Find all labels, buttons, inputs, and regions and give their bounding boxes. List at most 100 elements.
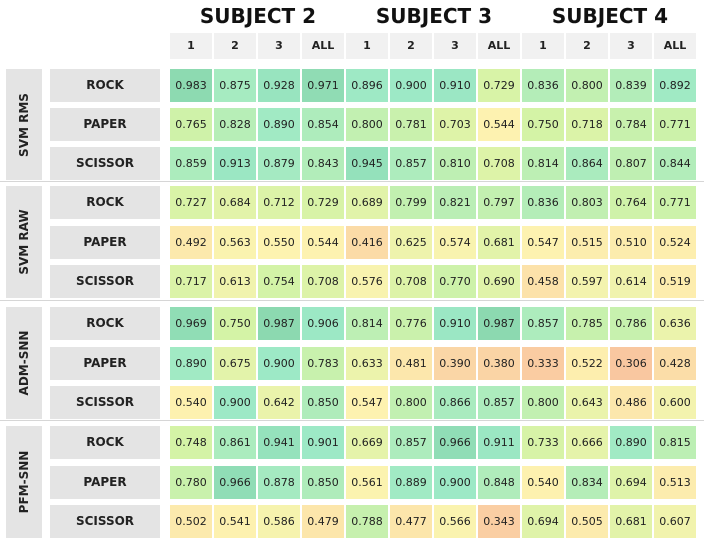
heatmap-cell: 0.666 [566, 426, 608, 459]
row-label: ROCK [50, 307, 160, 340]
heatmap-cell: 0.783 [302, 347, 344, 380]
column-header: ALL [302, 33, 344, 59]
heatmap-cell: 0.675 [214, 347, 256, 380]
column-header: 2 [390, 33, 432, 59]
group-label-box: ADM-SNN [6, 307, 42, 419]
heatmap-cell: 0.515 [566, 226, 608, 259]
heatmap-cell: 0.866 [434, 386, 476, 419]
heatmap-cell: 0.727 [170, 186, 212, 219]
group-label: SVM RMS [17, 92, 31, 157]
heatmap-cell: 0.343 [478, 505, 520, 538]
heatmap-cell: 0.848 [478, 466, 520, 499]
heatmap-cell: 0.614 [610, 265, 652, 298]
heatmap-cell: 0.643 [566, 386, 608, 419]
heatmap-cell: 0.597 [566, 265, 608, 298]
heatmap-cell: 0.828 [214, 108, 256, 141]
heatmap-cell: 0.797 [478, 186, 520, 219]
heatmap-cell: 0.889 [390, 466, 432, 499]
heatmap-cell: 0.544 [302, 226, 344, 259]
heatmap-cell: 0.502 [170, 505, 212, 538]
heatmap-cell: 0.547 [346, 386, 388, 419]
row-label: PAPER [50, 347, 160, 380]
column-header: ALL [478, 33, 520, 59]
heatmap-cell: 0.800 [346, 108, 388, 141]
heatmap-cell: 0.681 [610, 505, 652, 538]
heatmap-cell: 0.681 [478, 226, 520, 259]
heatmap-cell: 0.764 [610, 186, 652, 219]
group-separator [0, 181, 704, 182]
heatmap-cell: 0.771 [654, 108, 696, 141]
heatmap-cell: 0.836 [522, 69, 564, 102]
column-header: 1 [346, 33, 388, 59]
heatmap-cell: 0.733 [522, 426, 564, 459]
heatmap-cell: 0.576 [346, 265, 388, 298]
heatmap-cell: 0.966 [214, 466, 256, 499]
heatmap-cell: 0.910 [434, 307, 476, 340]
heatmap-cell: 0.814 [346, 307, 388, 340]
row-label: SCISSOR [50, 505, 160, 538]
heatmap-cell: 0.633 [346, 347, 388, 380]
heatmap-cell: 0.807 [610, 147, 652, 180]
heatmap-cell: 0.945 [346, 147, 388, 180]
heatmap-cell: 0.586 [258, 505, 300, 538]
heatmap-cell: 0.900 [214, 386, 256, 419]
heatmap-cell: 0.821 [434, 186, 476, 219]
heatmap-cell: 0.857 [390, 147, 432, 180]
row-label: ROCK [50, 69, 160, 102]
heatmap-cell: 0.810 [434, 147, 476, 180]
heatmap-cell: 0.983 [170, 69, 212, 102]
heatmap-cell: 0.910 [434, 69, 476, 102]
heatmap-cell: 0.911 [478, 426, 520, 459]
heatmap-cell: 0.636 [654, 307, 696, 340]
heatmap-cell: 0.879 [258, 147, 300, 180]
column-header: 3 [258, 33, 300, 59]
heatmap-cell: 0.547 [522, 226, 564, 259]
heatmap-cell: 0.890 [170, 347, 212, 380]
subject-title: SUBJECT 3 [375, 4, 493, 28]
heatmap-cell: 0.333 [522, 347, 564, 380]
heatmap-cell: 0.861 [214, 426, 256, 459]
heatmap-cell: 0.522 [566, 347, 608, 380]
heatmap-cell: 0.859 [170, 147, 212, 180]
row-label: PAPER [50, 226, 160, 259]
row-label: ROCK [50, 426, 160, 459]
heatmap-cell: 0.729 [302, 186, 344, 219]
heatmap-cell: 0.708 [302, 265, 344, 298]
heatmap-cell: 0.754 [258, 265, 300, 298]
group-separator [0, 420, 704, 421]
row-label: ROCK [50, 186, 160, 219]
column-header: ALL [654, 33, 696, 59]
heatmap-cell: 0.477 [390, 505, 432, 538]
heatmap-cell: 0.625 [390, 226, 432, 259]
column-header: 2 [214, 33, 256, 59]
heatmap-cell: 0.513 [654, 466, 696, 499]
heatmap-cell: 0.900 [434, 466, 476, 499]
heatmap-cell: 0.878 [258, 466, 300, 499]
heatmap-cell: 0.486 [610, 386, 652, 419]
heatmap-cell: 0.875 [214, 69, 256, 102]
group-label-box: PFM-SNN [6, 426, 42, 538]
heatmap-cell: 0.892 [654, 69, 696, 102]
heatmap-cell: 0.836 [522, 186, 564, 219]
heatmap-cell: 0.690 [478, 265, 520, 298]
heatmap-cell: 0.800 [566, 69, 608, 102]
heatmap-cell: 0.850 [302, 466, 344, 499]
group-label: SVM RAW [17, 209, 31, 275]
row-label: PAPER [50, 466, 160, 499]
subject-title: SUBJECT 4 [551, 4, 669, 28]
heatmap-cell: 0.642 [258, 386, 300, 419]
group-label-box: SVM RMS [6, 69, 42, 180]
heatmap-cell: 0.750 [214, 307, 256, 340]
row-label: SCISSOR [50, 386, 160, 419]
heatmap-cell: 0.785 [566, 307, 608, 340]
heatmap-cell: 0.987 [258, 307, 300, 340]
heatmap-cell: 0.971 [302, 69, 344, 102]
heatmap-cell: 0.800 [522, 386, 564, 419]
heatmap-cell: 0.857 [390, 426, 432, 459]
heatmap-cell: 0.684 [214, 186, 256, 219]
heatmap-cell: 0.896 [346, 69, 388, 102]
heatmap-cell: 0.380 [478, 347, 520, 380]
heatmap-cell: 0.770 [434, 265, 476, 298]
heatmap-cell: 0.771 [654, 186, 696, 219]
heatmap-cell: 0.669 [346, 426, 388, 459]
